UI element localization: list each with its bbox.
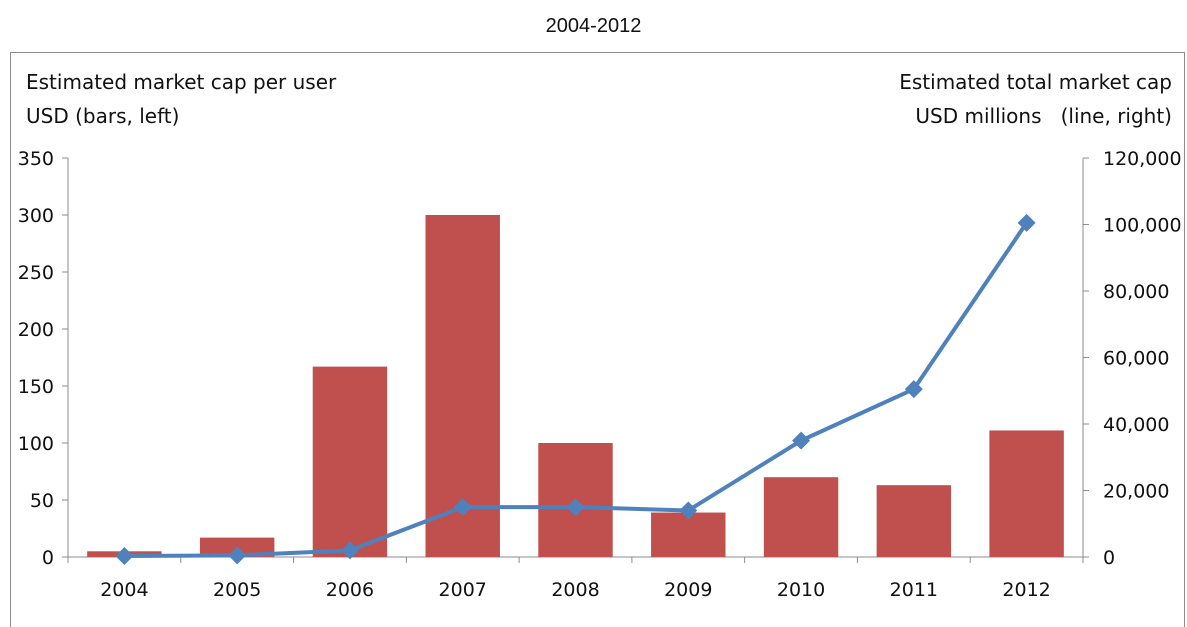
bar: [763, 477, 839, 557]
line-marker-diamond: [453, 498, 472, 517]
x-axis-tick-label: 2006: [326, 579, 374, 601]
x-axis-tick-label: 2005: [213, 579, 261, 601]
left-axis-caption-line1: Estimated market cap per user: [26, 70, 337, 94]
right-axis-tick-label: 80,000: [1103, 281, 1169, 303]
x-axis-tick-label: 2007: [439, 579, 487, 601]
x-axis-tick-label: 2012: [1002, 579, 1050, 601]
left-axis-tick-label: 50: [30, 490, 54, 512]
chart-title: 2004-2012: [545, 15, 642, 37]
left-axis-tick-label: 100: [18, 433, 54, 455]
x-axis-tick-label: 2009: [664, 579, 712, 601]
left-axis-caption-line2: USD (bars, left): [26, 104, 180, 128]
line-marker-diamond: [792, 431, 811, 450]
right-axis-tick-label: 20,000: [1103, 481, 1169, 503]
x-axis-tick-label: 2010: [777, 579, 825, 601]
bar: [876, 485, 952, 557]
right-axis-caption-line1: Estimated total market cap: [899, 70, 1172, 94]
right-axis-tick-label: 100,000: [1103, 215, 1182, 237]
left-axis-tick-label: 200: [18, 319, 54, 341]
x-axis-tick-label: 2008: [551, 579, 599, 601]
left-axis-tick-label: 300: [18, 205, 54, 227]
left-axis-tick-label: 350: [18, 148, 54, 170]
x-axis-tick-label: 2011: [890, 579, 938, 601]
bar: [651, 512, 726, 557]
x-axis-tick-label: 2004: [100, 579, 148, 601]
left-axis-tick-label: 150: [18, 376, 54, 398]
right-axis-tick-label: 0: [1103, 547, 1115, 569]
right-axis-tick-label: 60,000: [1103, 348, 1169, 370]
right-axis-tick-label: 40,000: [1103, 414, 1169, 436]
right-axis-caption-line2: USD millions (line, right): [915, 104, 1172, 128]
bar: [989, 430, 1064, 557]
line-marker-diamond: [228, 546, 247, 565]
line-marker-diamond: [679, 501, 698, 520]
right-axis-tick-label: 120,000: [1103, 148, 1182, 170]
line-marker-diamond: [1017, 213, 1036, 232]
line-marker-diamond: [340, 541, 359, 560]
line-marker-diamond: [566, 498, 585, 517]
line-marker-diamond: [904, 380, 923, 399]
line-marker-diamond: [115, 547, 134, 566]
bar: [312, 366, 388, 557]
left-axis-tick-label: 0: [42, 547, 54, 569]
chart-frame: [10, 52, 1185, 627]
left-axis-tick-label: 250: [18, 262, 54, 284]
